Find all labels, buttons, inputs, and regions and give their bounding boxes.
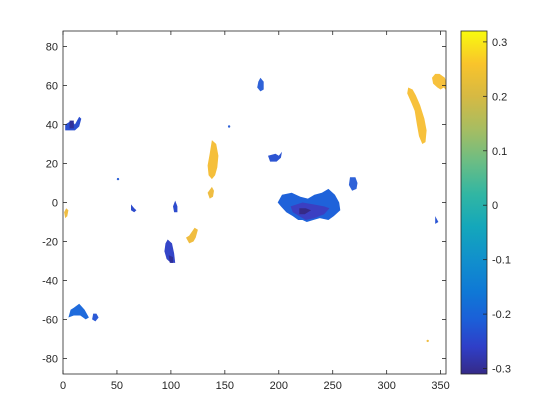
x-tick-label: 50 (111, 380, 123, 392)
negative-anomaly-11 (131, 204, 137, 213)
colorbar-tick-label: -0.2 (492, 309, 511, 321)
negative-anomaly-7 (257, 77, 264, 92)
y-axis: 80 60 40 20 0 -20 -40 -60 -80 (42, 42, 446, 365)
negative-anomaly-20 (69, 120, 74, 129)
positive-anomaly-2 (407, 87, 427, 144)
colorbar-tick-label: 0.1 (492, 146, 507, 158)
x-tick-label: 350 (431, 380, 449, 392)
y-tick-label: 20 (46, 159, 58, 171)
negative-anomaly-10 (268, 151, 282, 162)
x-axis: 0 50 100 150 200 250 300 350 (60, 31, 450, 392)
positive-anomaly-3 (207, 140, 219, 180)
x-tick-label: 250 (324, 380, 342, 392)
colorbar-tick-label: -0.1 (492, 255, 511, 267)
positive-anomaly-5 (186, 227, 198, 244)
colorbar-tick-label: 0.3 (492, 37, 507, 49)
y-tick-label: 80 (46, 42, 58, 54)
negative-anomaly-21 (168, 255, 173, 263)
x-tick-label: 300 (377, 380, 395, 392)
x-tick-label: 200 (270, 380, 288, 392)
y-tick-label: -40 (42, 275, 58, 287)
y-tick-label: -80 (42, 353, 58, 365)
y-tick-label: 0 (52, 198, 58, 210)
negative-anomaly-speck-1 (116, 177, 120, 181)
positive-anomaly-6 (64, 208, 69, 219)
negative-anomaly-speck-2 (227, 125, 231, 128)
x-tick-label: 100 (162, 380, 180, 392)
colorbar (460, 30, 488, 375)
colorbar-tick-label: 0 (492, 200, 498, 212)
colorbar-tick-label: 0.2 (492, 91, 507, 103)
plot-area (63, 31, 446, 374)
y-tick-label: 40 (46, 120, 58, 132)
negative-anomaly-12 (173, 200, 178, 213)
positive-anomaly-speck-3 (426, 339, 429, 343)
negative-anomaly-16 (435, 216, 439, 224)
x-tick-label: 0 (60, 380, 66, 392)
negative-anomaly-8 (348, 177, 358, 191)
negative-anomaly-19 (299, 208, 312, 215)
colorbar-tick-label: -0.3 (492, 364, 511, 376)
y-tick-label: -20 (42, 236, 58, 248)
x-tick-label: 150 (216, 380, 234, 392)
y-tick-label: -60 (42, 314, 58, 326)
colorbar-axis: 0.3 0.2 0.1 0 -0.1 -0.2 -0.3 (483, 37, 511, 376)
positive-anomaly-1 (432, 73, 446, 91)
y-tick-label: 60 (46, 81, 58, 93)
negative-anomaly-14 (68, 303, 89, 320)
positive-anomaly-4 (207, 186, 214, 199)
anomaly-regions (64, 73, 446, 343)
negative-anomaly-15 (92, 313, 99, 322)
negative-anomaly-18 (290, 202, 330, 220)
